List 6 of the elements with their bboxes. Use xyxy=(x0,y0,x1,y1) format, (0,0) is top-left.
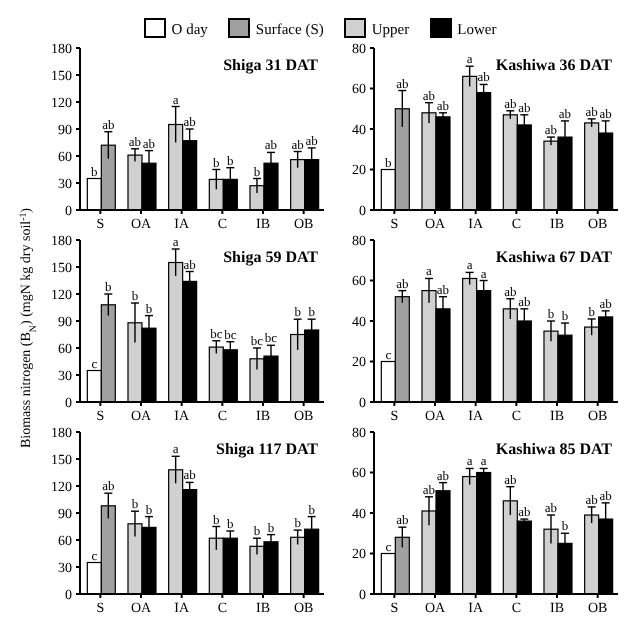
text: Shiga 59 DAT xyxy=(223,248,318,266)
text: Shiga 117 DAT xyxy=(216,440,318,458)
text: Kashiwa 67 DAT xyxy=(495,248,612,266)
text: Shiga 31 DAT xyxy=(223,56,318,74)
text: Kashiwa 85 DAT xyxy=(495,440,612,458)
text: Kashiwa 36 DAT xyxy=(495,56,612,74)
